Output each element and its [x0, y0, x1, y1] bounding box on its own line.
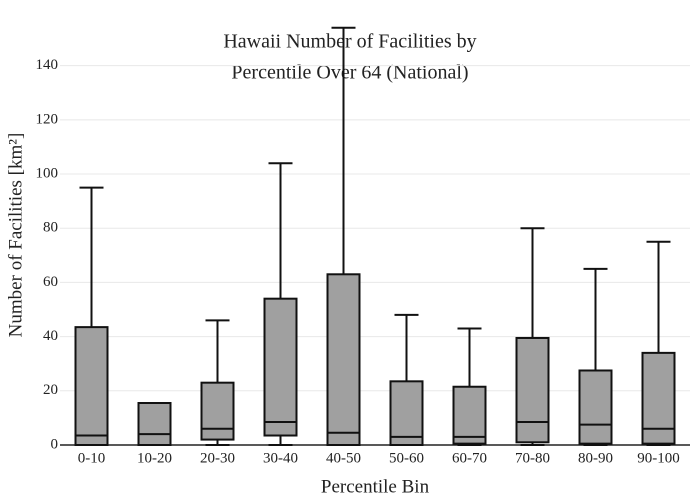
box — [578, 369, 613, 445]
y-tick-label: 80 — [43, 220, 58, 236]
y-tick-label: 60 — [43, 274, 58, 290]
y-tick-label: 20 — [43, 382, 58, 398]
y-tick-label: 40 — [43, 328, 58, 344]
chart-title: Percentile Over 64 (National) — [231, 62, 468, 84]
box — [263, 297, 298, 437]
box — [326, 273, 361, 446]
box — [74, 326, 109, 446]
x-tick-label: 20-30 — [200, 450, 235, 466]
box — [452, 385, 487, 445]
x-tick-label: 50-60 — [389, 450, 424, 466]
x-tick-label: 0-10 — [78, 450, 106, 466]
x-axis-title: Percentile Bin — [321, 476, 430, 497]
y-tick-label: 0 — [51, 436, 59, 452]
x-tick-label: 60-70 — [452, 450, 487, 466]
y-tick-label: 120 — [36, 111, 59, 127]
x-tick-label: 10-20 — [137, 450, 172, 466]
box — [641, 351, 676, 445]
x-tick-label: 90-100 — [637, 450, 680, 466]
x-tick-label: 70-80 — [515, 450, 550, 466]
box — [389, 380, 424, 446]
box — [137, 402, 172, 446]
y-axis-title: Number of Facilities [km²] — [5, 133, 26, 338]
x-tick-label: 30-40 — [263, 450, 298, 466]
x-tick-label: 40-50 — [326, 450, 361, 466]
chart-title: Hawaii Number of Facilities by — [223, 31, 476, 53]
y-tick-label: 140 — [36, 57, 59, 73]
y-tick-label: 100 — [36, 165, 59, 181]
x-tick-label: 80-90 — [578, 450, 613, 466]
box — [515, 336, 550, 444]
box — [200, 381, 235, 441]
